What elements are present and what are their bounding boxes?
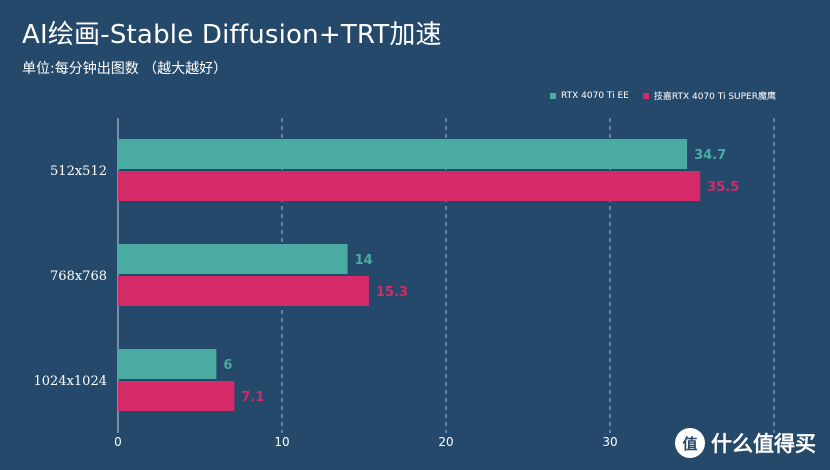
category-label-2: 1024x1024 bbox=[34, 374, 108, 389]
watermark: 值 什么值得买 bbox=[675, 428, 816, 458]
bar-series-2-1 bbox=[118, 276, 369, 306]
category-label-1: 768x768 bbox=[50, 269, 107, 284]
category-label-0: 512x512 bbox=[50, 164, 107, 179]
chart-subtitle: 单位:每分钟出图数 （越大越好） bbox=[22, 61, 228, 77]
x-tick-label-1: 10 bbox=[274, 435, 289, 449]
x-tick-label-3: 30 bbox=[602, 435, 617, 449]
watermark-logo-icon: 值 bbox=[675, 428, 705, 458]
data-label-series-2-0: 35.5 bbox=[707, 180, 739, 195]
data-label-series-2-2: 7.1 bbox=[241, 390, 264, 405]
bar-series-1-0 bbox=[118, 139, 688, 169]
legend-swatch-series-1 bbox=[550, 92, 557, 99]
bar-series-1-2 bbox=[118, 349, 217, 379]
x-tick-label-2: 20 bbox=[438, 435, 453, 449]
legend-swatch-series-2 bbox=[642, 92, 649, 99]
x-tick-label-0: 0 bbox=[114, 435, 122, 449]
data-label-series-2-1: 15.3 bbox=[376, 285, 408, 300]
legend-item-series-2: 技嘉RTX 4070 Ti SUPER魔鹰 bbox=[642, 89, 776, 102]
data-label-series-1-2: 6 bbox=[223, 358, 232, 373]
legend-label-series-1: RTX 4070 Ti EE bbox=[561, 90, 629, 101]
legend: RTX 4070 Ti EE 技嘉RTX 4070 Ti SUPER魔鹰 bbox=[550, 89, 776, 102]
bar-series-2-2 bbox=[118, 381, 235, 411]
bar-series-1-1 bbox=[118, 244, 348, 274]
data-label-series-1-1: 14 bbox=[355, 253, 373, 268]
bar-series-2-0 bbox=[118, 171, 701, 201]
watermark-text: 什么值得买 bbox=[711, 432, 816, 456]
data-label-series-1-0: 34.7 bbox=[694, 148, 726, 163]
legend-label-series-2: 技嘉RTX 4070 Ti SUPER魔鹰 bbox=[653, 92, 776, 102]
legend-item-series-1: RTX 4070 Ti EE bbox=[550, 91, 629, 101]
chart-title: AI绘画-Stable Diffusion+TRT加速 bbox=[22, 20, 442, 50]
